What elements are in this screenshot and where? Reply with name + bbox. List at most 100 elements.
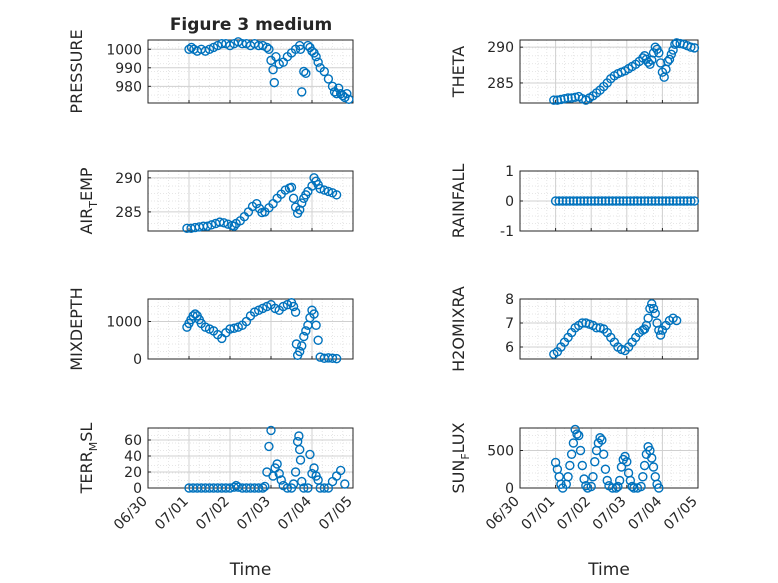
- data-point: [305, 449, 315, 460]
- data-point: [323, 186, 334, 197]
- data-point: [340, 479, 350, 489]
- data-point: [309, 309, 319, 319]
- y-tick-label: 0: [505, 194, 514, 210]
- data-point: [636, 481, 646, 492]
- y-tick-label: 0: [505, 481, 514, 497]
- data-point: [559, 94, 570, 104]
- data-point: [554, 196, 564, 206]
- data-point: [650, 196, 660, 206]
- data-point: [274, 468, 284, 479]
- data-point: [575, 445, 586, 456]
- data-point: [327, 353, 338, 363]
- data-point: [327, 81, 338, 92]
- data-point: [206, 220, 217, 230]
- data-point: [664, 196, 675, 206]
- data-point: [666, 49, 676, 60]
- data-point: [577, 460, 587, 471]
- data-point: [295, 44, 306, 54]
- y-tick-label: 7: [505, 316, 514, 332]
- y-tick-label: 6: [505, 340, 514, 356]
- data-point: [319, 66, 329, 77]
- data-point: [597, 196, 607, 206]
- y-tick-label: 0: [133, 352, 142, 368]
- data-point: [668, 45, 678, 55]
- data-point: [344, 94, 354, 104]
- data-point: [286, 182, 297, 193]
- data-point: [231, 480, 241, 491]
- data-point: [258, 483, 268, 493]
- panel-mixdepth: 0 1000 MIXDEPTH: [67, 287, 354, 371]
- x-axis-label: Time: [587, 560, 630, 580]
- data-point: [648, 303, 659, 314]
- y-tick-label: 0: [133, 481, 142, 497]
- data-point: [297, 476, 307, 487]
- panel-h2omixra: 6 7 8 H2OMIXRA: [449, 286, 699, 372]
- y-tick-label: -1: [500, 224, 514, 240]
- data-point: [655, 330, 666, 340]
- data-point: [614, 475, 625, 486]
- data-point: [568, 438, 579, 448]
- y-axis-label: H2OMIXRA: [449, 286, 468, 372]
- data-point: [229, 323, 239, 333]
- data-point: [288, 479, 299, 489]
- y-tick-label: 285: [115, 205, 142, 221]
- data-point: [600, 196, 611, 206]
- axes-box: [519, 298, 699, 360]
- data-point: [561, 196, 571, 206]
- y-tick-label: 60: [124, 433, 142, 449]
- data-point: [262, 42, 272, 53]
- data-point: [254, 483, 264, 493]
- data-point: [679, 196, 689, 206]
- data-point: [632, 196, 643, 206]
- data-point: [590, 196, 600, 206]
- data-point: [295, 346, 305, 357]
- data-point: [654, 483, 664, 493]
- y-tick-label: 8: [505, 292, 514, 308]
- data-point: [563, 472, 573, 482]
- y-tick-label: 290: [115, 171, 142, 187]
- data-point: [550, 457, 561, 468]
- data-point: [663, 56, 673, 67]
- data-point: [613, 481, 623, 492]
- data-point: [614, 196, 625, 206]
- data-point: [611, 196, 621, 206]
- y-axis-label: AIRTEMP: [77, 167, 100, 234]
- data-point: [303, 483, 313, 493]
- data-point: [311, 320, 321, 330]
- data-point: [648, 462, 659, 472]
- data-point: [333, 83, 344, 93]
- data-point: [654, 196, 664, 206]
- data-point: [625, 196, 636, 206]
- data-point: [629, 196, 639, 206]
- axes-box: [147, 39, 354, 104]
- data-point: [577, 318, 587, 328]
- y-tick-label: 20: [124, 465, 142, 481]
- data-point: [657, 196, 668, 206]
- y-axis-label: RAINFALL: [449, 164, 468, 239]
- data-point: [565, 196, 575, 206]
- data-point: [313, 57, 323, 67]
- data-point: [607, 196, 618, 206]
- data-point: [315, 184, 325, 194]
- data-point: [654, 48, 664, 58]
- data-point: [549, 95, 559, 105]
- data-point: [682, 196, 693, 206]
- data-point: [597, 435, 607, 445]
- axes-box: [519, 39, 699, 104]
- data-point: [647, 453, 657, 463]
- data-point: [319, 185, 329, 195]
- data-point: [299, 483, 309, 493]
- data-point: [295, 444, 305, 455]
- data-point: [572, 196, 582, 206]
- data-point: [607, 483, 618, 493]
- panel-theta: 285 290 THETA: [449, 38, 700, 105]
- data-point: [264, 44, 274, 54]
- data-point: [297, 341, 307, 351]
- data-point: [675, 196, 685, 206]
- data-point: [294, 431, 304, 441]
- data-point: [586, 481, 596, 492]
- y-axis-label: SUNFLUX: [449, 422, 472, 493]
- data-point: [342, 89, 352, 99]
- y-axis-label: MIXDEPTH: [67, 287, 86, 370]
- axes-box: [147, 298, 354, 360]
